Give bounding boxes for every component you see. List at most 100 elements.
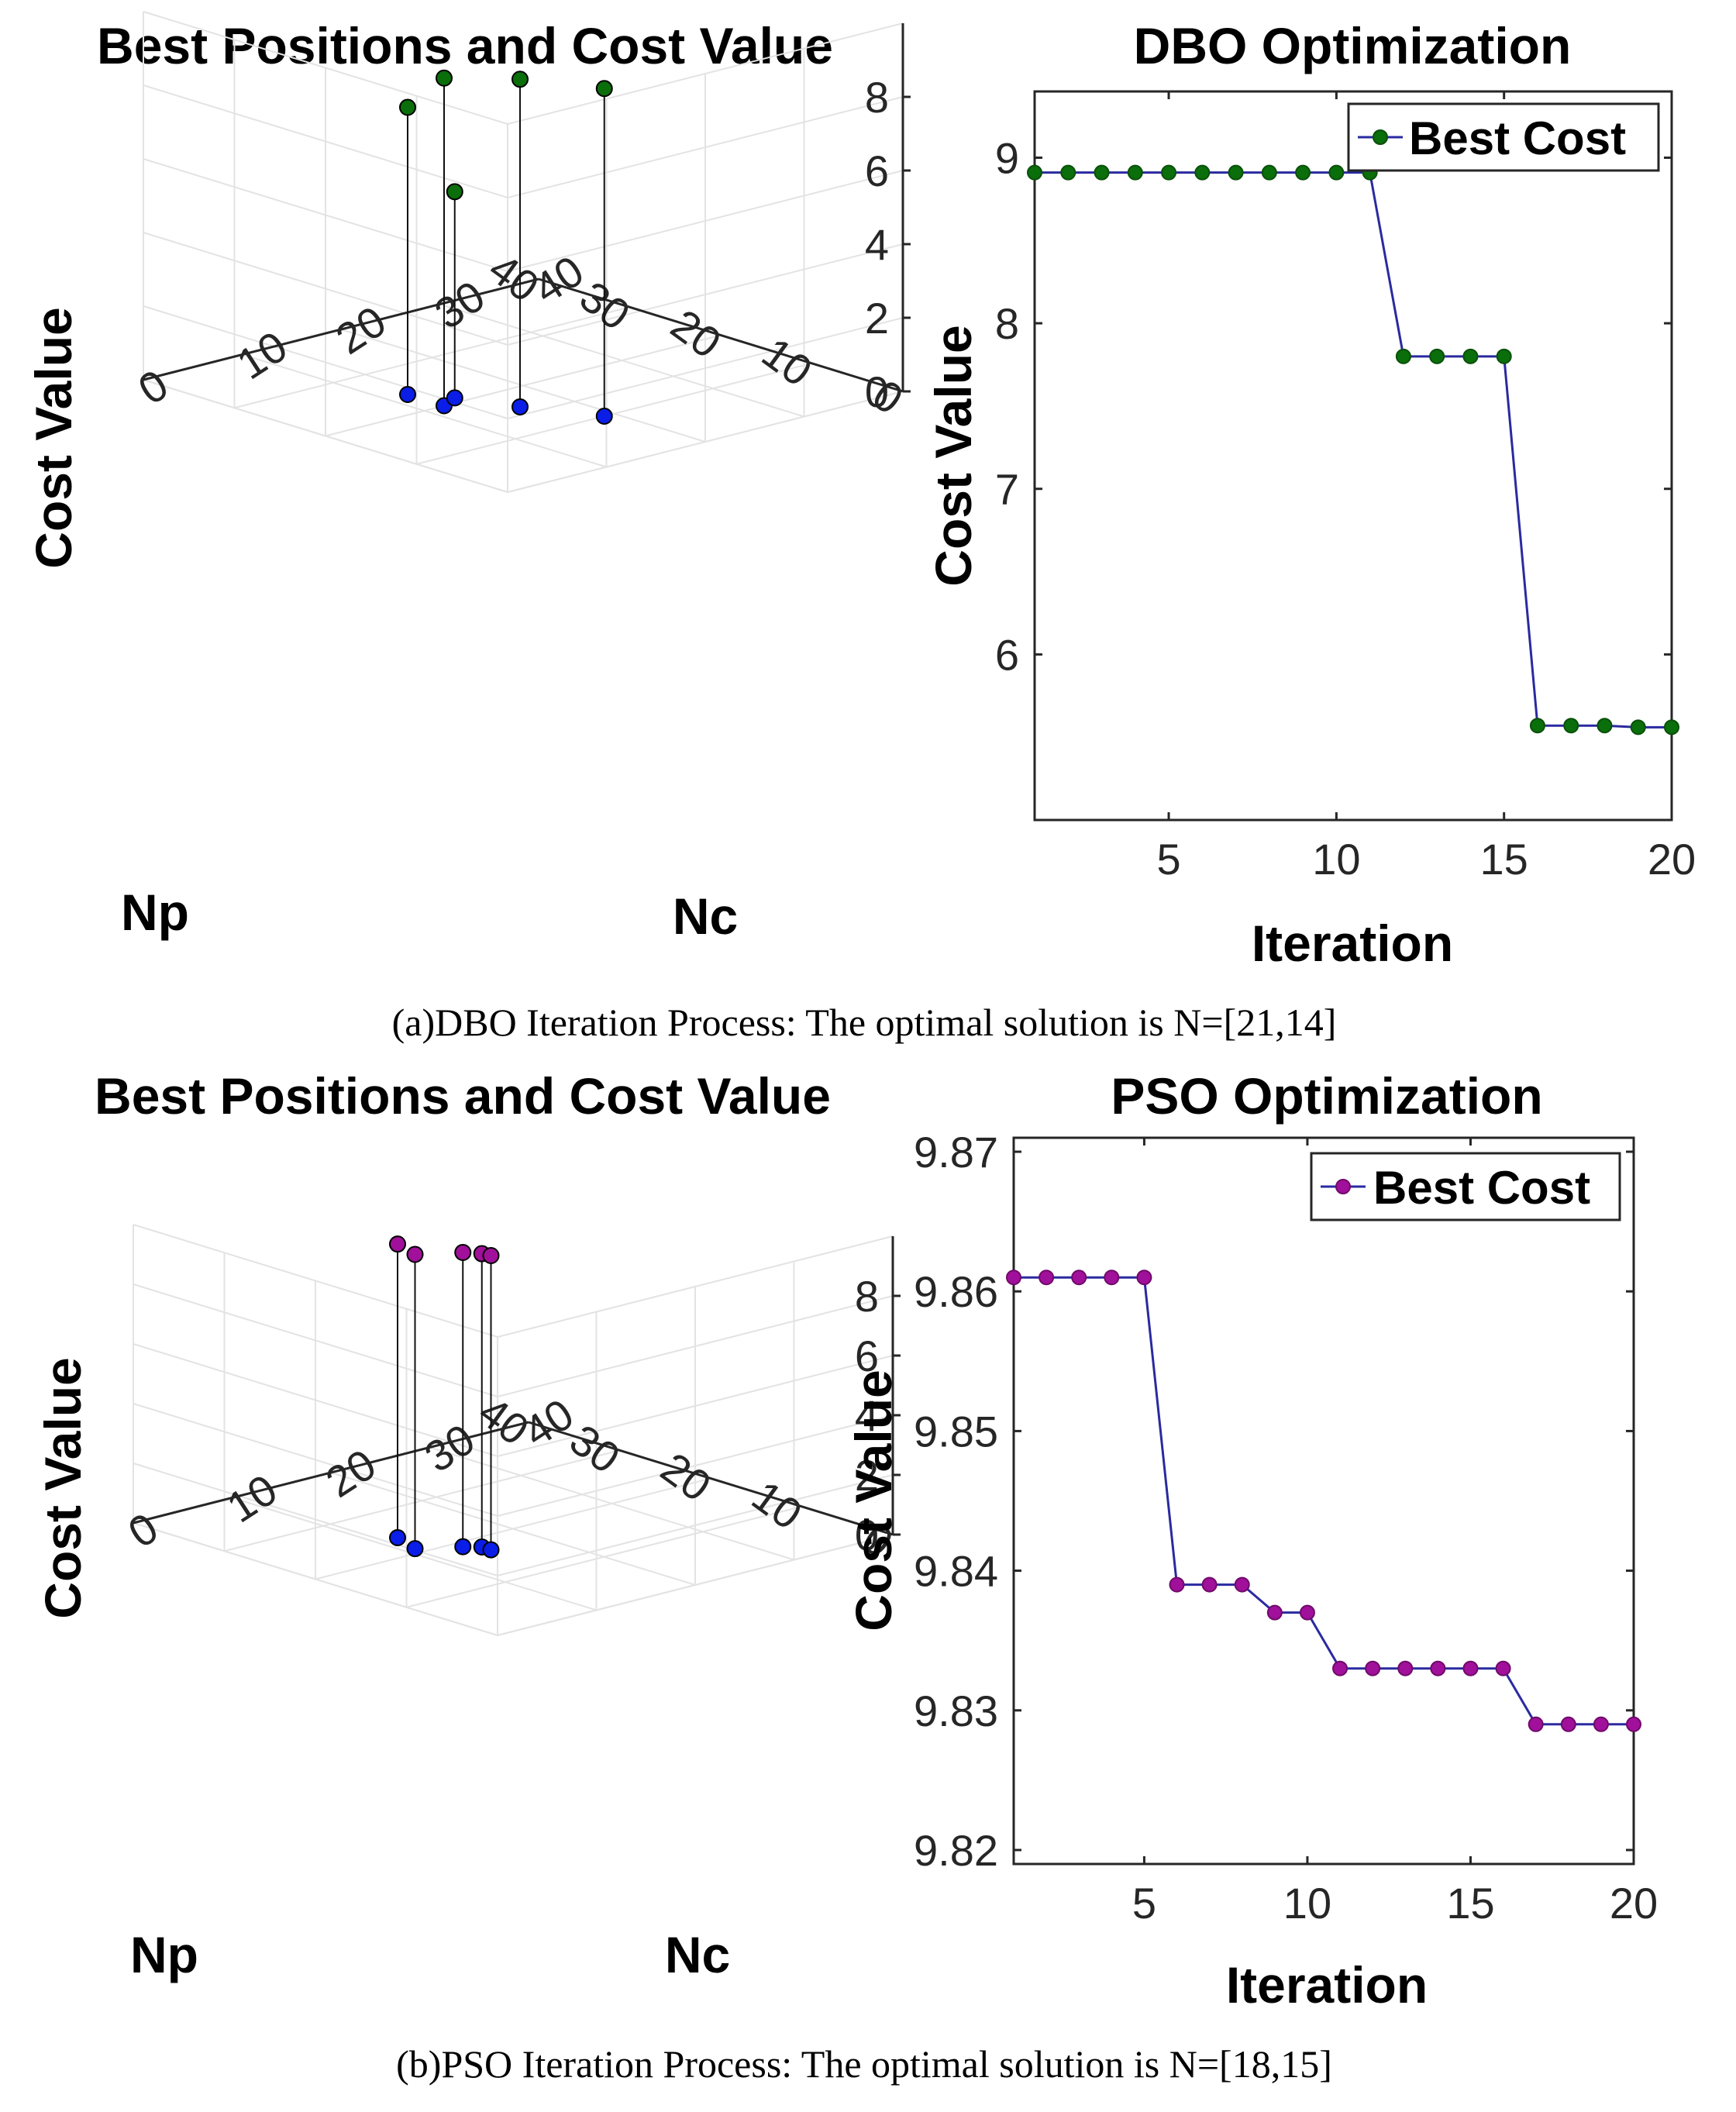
dbo2d-series-line: [1035, 171, 1672, 729]
pso3d-np-tick-label: 10: [743, 1471, 811, 1539]
pso3d-z-tick-label: 8: [855, 1272, 879, 1321]
dbo2d-data-point: [1261, 164, 1277, 181]
dbo-2d-xlabel: Iteration: [1252, 915, 1453, 972]
dbo3d-base-point: [595, 408, 613, 425]
pso2d-data-point: [1201, 1576, 1218, 1593]
dbo2d-data-point: [1060, 164, 1076, 181]
dbo3d-np-tick-label: 20: [663, 300, 730, 368]
pso3d-base-point: [406, 1540, 424, 1558]
dbo3d-base-point: [446, 389, 463, 407]
pso2d-series-line: [1014, 1276, 1634, 1726]
dbo3d-grid-line: [143, 379, 508, 493]
dbo-2d-legend-marker: [1373, 129, 1388, 145]
dbo-2d-title: DBO Optimization: [1134, 17, 1572, 74]
dbo3d-nc-axis: [143, 277, 539, 381]
dbo2d-data-point: [1596, 718, 1613, 734]
pso-3d-ylabel: Nc: [665, 1926, 730, 1983]
pso2d-data-point: [1038, 1270, 1055, 1286]
pso3d-base-point: [454, 1538, 472, 1556]
pso-3d-xlabel: Np: [130, 1926, 198, 1983]
dbo-2d-ylabel: Cost Value: [925, 325, 982, 586]
dbo3d-z-tick-label: 2: [865, 294, 889, 343]
dbo3d-grid-line: [507, 22, 904, 125]
pso3d-np-tick-label: 20: [653, 1443, 720, 1511]
dbo3d-cost-point: [512, 71, 529, 88]
pso2d-data-point: [1332, 1660, 1348, 1676]
pso3d-grid-line: [497, 1474, 894, 1576]
dbo3d-grid-line: [507, 243, 904, 346]
pso3d-z-tick-label: 6: [855, 1332, 879, 1380]
pso3d-cost-point: [406, 1245, 424, 1263]
pso-2d-legend-label: Best Cost: [1373, 1162, 1590, 1214]
dbo2d-data-point: [1496, 348, 1512, 364]
dbo-2d-marks: [1027, 164, 1679, 736]
dbo3d-base-point: [399, 386, 416, 403]
pso3d-grid-line: [497, 1295, 894, 1397]
pso3d-cost-point: [389, 1235, 406, 1253]
dbo2d-data-point: [1127, 164, 1143, 181]
pso2d-data-point: [1397, 1660, 1414, 1676]
caption-b: (b)PSO Iteration Process: The optimal so…: [396, 2042, 1332, 2086]
dbo3d-grid-line: [439, 303, 804, 418]
pso-2d-ylabel: Cost Value: [845, 1370, 902, 1631]
pso3d-grid-line: [133, 1343, 498, 1457]
dbo-3d-zlabel: Cost Value: [25, 307, 82, 568]
dbo3d-cost-point: [399, 98, 416, 116]
dbo3d-cost-point: [446, 183, 463, 201]
dbo-3d-marks: [399, 69, 613, 425]
pso3d-grid-line: [497, 1414, 894, 1517]
dbo3d-nc-tick-label: 10: [229, 322, 296, 389]
pso3d-grid-line: [133, 1283, 498, 1397]
pso-2d-axes-box: [1012, 1136, 1635, 1866]
pso2d-data-point: [1169, 1576, 1185, 1593]
pso-3d-marks: [389, 1235, 500, 1559]
pso2d-data-point: [1365, 1660, 1381, 1676]
pso-3d-title: Best Positions and Cost Value: [95, 1067, 831, 1125]
dbo3d-z-tick-label: 8: [865, 73, 889, 122]
pso3d-grid-line: [133, 1463, 498, 1576]
dbo3d-grid-line: [143, 232, 508, 346]
pso2d-data-point: [1104, 1270, 1120, 1286]
dbo-3d-ylabel: Nc: [673, 887, 738, 945]
pso2d-y-tick-label: 9.85: [914, 1407, 998, 1456]
caption-a: (a)DBO Iteration Process: The optimal so…: [392, 1001, 1337, 1044]
dbo2d-x-tick-label: 20: [1648, 835, 1696, 884]
dbo3d-nc-tick-label: 0: [129, 360, 176, 414]
pso2d-y-tick-label: 9.82: [914, 1826, 998, 1875]
pso3d-grid-line: [133, 1224, 498, 1338]
dbo-2d-legend: Best Cost: [1347, 102, 1660, 172]
pso2d-y-tick-label: 9.86: [914, 1267, 998, 1316]
pso2d-data-point: [1495, 1660, 1511, 1676]
pso2d-data-point: [1593, 1716, 1609, 1732]
dbo-2d-axes-box: [1033, 90, 1673, 822]
pso-3d-zlabel: Cost Value: [34, 1357, 91, 1618]
pso-2d-marks: [1006, 1270, 1641, 1732]
pso2d-data-point: [1462, 1660, 1479, 1676]
pso2d-data-point: [1266, 1604, 1283, 1621]
dbo3d-grid-line: [507, 317, 904, 419]
pso-2d-xlabel: Iteration: [1226, 1956, 1428, 2014]
dbo3d-grid-line: [340, 329, 706, 443]
pso3d-nc-tick-label: 0: [119, 1503, 166, 1557]
pso3d-z-tick-label: 2: [855, 1451, 879, 1500]
dbo2d-data-point: [1194, 164, 1211, 181]
pso3d-nc-tick-label: 10: [219, 1465, 286, 1532]
pso2d-data-point: [1299, 1604, 1315, 1621]
pso3d-z-tick-label: 4: [855, 1391, 879, 1440]
dbo2d-data-point: [1630, 719, 1646, 736]
pso3d-base-point: [389, 1529, 406, 1546]
pso-2d-legend-marker: [1335, 1179, 1351, 1194]
pso2d-x-tick-label: 10: [1283, 1879, 1331, 1928]
pso3d-base-point: [482, 1541, 500, 1559]
pso2d-data-point: [1136, 1270, 1152, 1286]
dbo3d-grid-line: [143, 84, 508, 198]
pso2d-data-point: [1071, 1270, 1087, 1286]
pso2d-x-tick-label: 20: [1610, 1879, 1658, 1928]
dbo2d-data-point: [1395, 348, 1411, 364]
pso2d-x-tick-label: 15: [1446, 1879, 1494, 1928]
dbo2d-data-point: [1563, 718, 1579, 734]
pso-2d-title: PSO Optimization: [1111, 1067, 1542, 1125]
dbo-3d-axes: [143, 23, 911, 393]
